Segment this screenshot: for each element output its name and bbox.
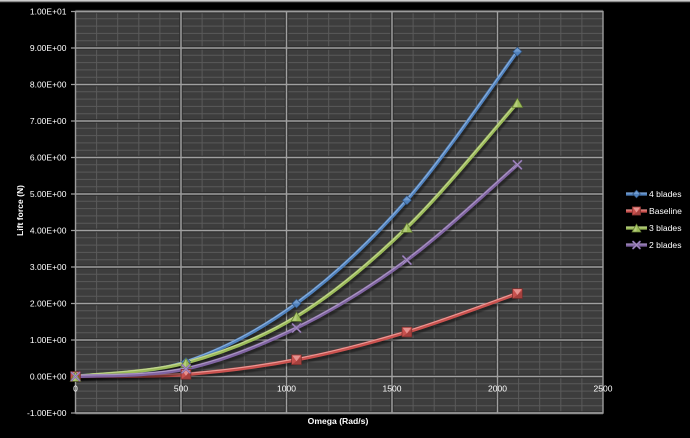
svg-text:3.00E+00: 3.00E+00 (30, 262, 67, 272)
svg-text:7.00E+00: 7.00E+00 (30, 116, 67, 126)
svg-text:1.00E+00: 1.00E+00 (30, 335, 67, 345)
svg-text:4 blades: 4 blades (649, 189, 682, 199)
svg-text:0.00E+00: 0.00E+00 (30, 372, 67, 382)
svg-text:-1.00E+00: -1.00E+00 (27, 408, 67, 418)
svg-text:2000: 2000 (488, 384, 507, 394)
svg-text:6.00E+00: 6.00E+00 (30, 153, 67, 163)
svg-text:4.00E+00: 4.00E+00 (30, 226, 67, 236)
svg-text:5.00E+00: 5.00E+00 (30, 189, 67, 199)
svg-text:1500: 1500 (383, 384, 402, 394)
svg-text:3 blades: 3 blades (649, 223, 682, 233)
svg-text:0: 0 (73, 384, 78, 394)
svg-text:2500: 2500 (594, 384, 613, 394)
svg-text:1000: 1000 (277, 384, 296, 394)
svg-text:2.00E+00: 2.00E+00 (30, 299, 67, 309)
svg-text:500: 500 (174, 384, 188, 394)
svg-text:8.00E+00: 8.00E+00 (30, 80, 67, 90)
svg-text:Lift force (N): Lift force (N) (15, 185, 25, 236)
svg-text:Baseline: Baseline (649, 206, 682, 216)
svg-text:9.00E+00: 9.00E+00 (30, 43, 67, 53)
svg-text:1.00E+01: 1.00E+01 (30, 7, 67, 17)
svg-text:Omega (Rad/s): Omega (Rad/s) (308, 416, 369, 426)
svg-text:2 blades: 2 blades (649, 240, 682, 250)
